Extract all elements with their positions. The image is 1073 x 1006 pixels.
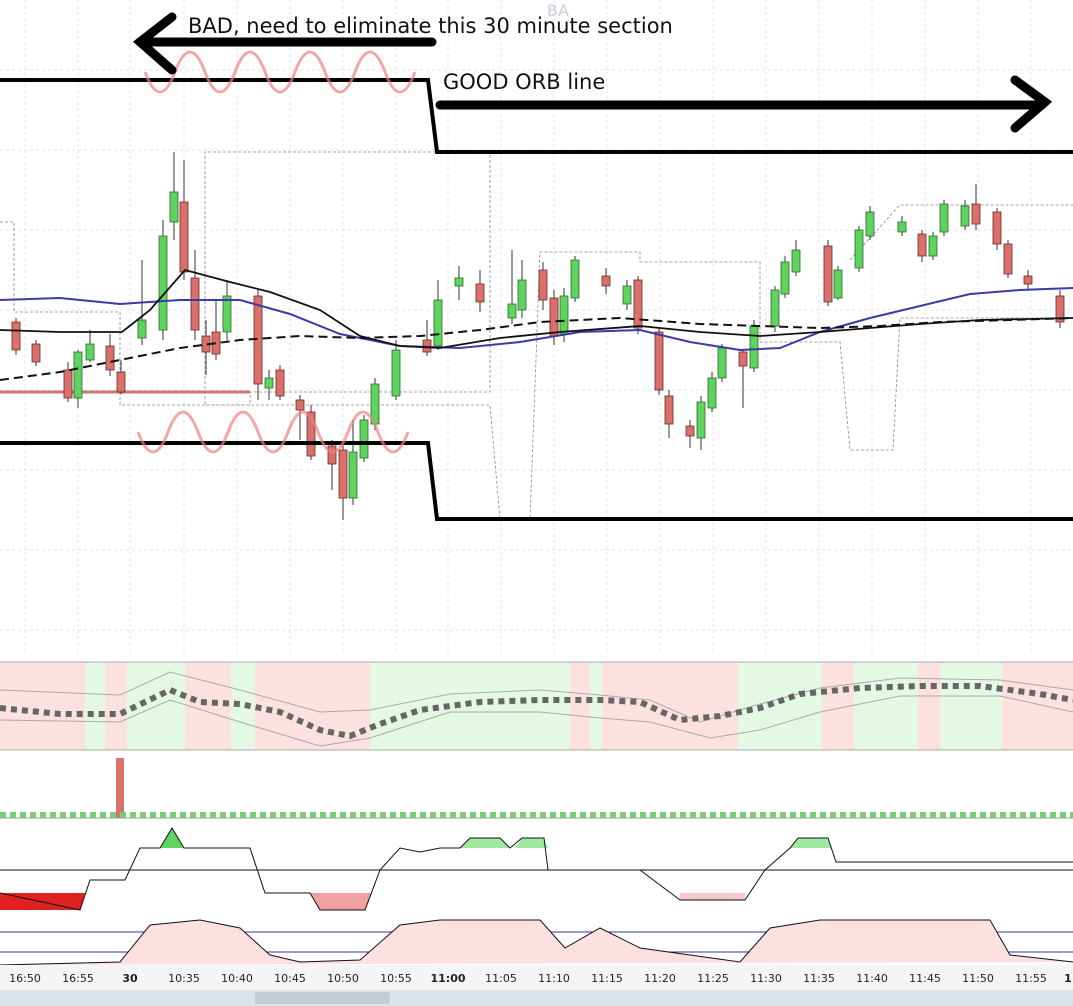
indicator-pane (0, 661, 1073, 751)
time-label: 10:35 (168, 972, 200, 985)
time-label: 11:15 (591, 972, 623, 985)
watermark: BA (547, 1, 569, 20)
time-axis (0, 965, 1073, 990)
black-average (0, 268, 1073, 349)
annotation-good: GOOD ORB line (443, 70, 605, 94)
time-label: 11:55 (1015, 972, 1047, 985)
time-label: 11:25 (697, 972, 729, 985)
dashed-average (0, 316, 1073, 381)
arrows (132, 12, 1053, 133)
time-label: 10:50 (327, 972, 359, 985)
time-label: 11:00 (430, 972, 465, 985)
annotation-bad: BAD, need to eliminate this 30 minute se… (188, 14, 673, 38)
time-label: 10:45 (274, 972, 306, 985)
time-label: 10:40 (221, 972, 253, 985)
oscillator-pane (0, 827, 1073, 911)
range-envelope (0, 151, 1073, 520)
time-label: 16:50 (9, 972, 41, 985)
volume-pane (0, 758, 1073, 819)
orb-lines (0, 78, 1073, 521)
time-label: 30 (122, 972, 138, 985)
time-label: 11:20 (644, 972, 676, 985)
scrollbar[interactable] (0, 990, 1073, 1006)
lower-pane (0, 919, 1073, 966)
time-label: 16:55 (62, 972, 94, 985)
candles (11, 152, 1065, 520)
time-label: 11:40 (856, 972, 888, 985)
time-label: 11:05 (485, 972, 517, 985)
time-label: 11:10 (538, 972, 570, 985)
time-label: 1 (1064, 972, 1072, 985)
time-label: 11:45 (909, 972, 941, 985)
time-labels: 16:50 16:55 30 10:35 10:40 10:45 10:50 1… (9, 972, 1072, 985)
scrollbar-thumb[interactable] (255, 992, 390, 1004)
blue-average (0, 287, 1073, 352)
time-label: 10:55 (380, 972, 412, 985)
time-label: 11:30 (750, 972, 782, 985)
time-label: 11:35 (803, 972, 835, 985)
time-label: 11:50 (962, 972, 994, 985)
squiggles (136, 50, 417, 454)
